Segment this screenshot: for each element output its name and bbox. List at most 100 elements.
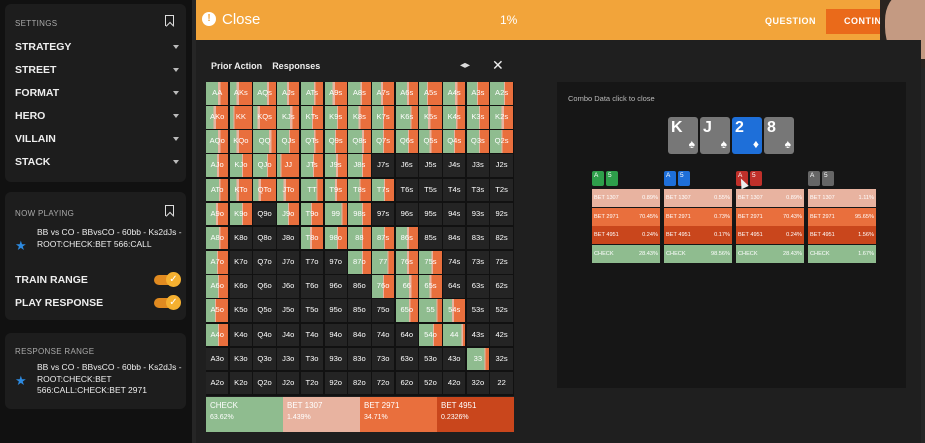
grid-cell-J9o[interactable]: J9o	[277, 202, 300, 226]
grid-cell-AA[interactable]: AA	[206, 82, 229, 105]
grid-cell-Q4o[interactable]: Q4o	[253, 323, 276, 347]
grid-cell-72s[interactable]: 72s	[490, 251, 513, 274]
grid-cell-55[interactable]: 55	[419, 299, 442, 322]
setting-villain[interactable]: VILLAIN	[15, 133, 179, 147]
grid-cell-T4o[interactable]: T4o	[300, 323, 324, 347]
responses-tab[interactable]: Responses	[272, 61, 321, 71]
grid-cell-K2o[interactable]: K2o	[229, 371, 253, 395]
grid-cell-93o[interactable]: 93o	[324, 347, 347, 371]
grid-cell-T2o[interactable]: T2o	[300, 371, 324, 395]
setting-hero[interactable]: HERO	[15, 110, 179, 124]
grid-cell-83s[interactable]: 83s	[466, 226, 490, 250]
grid-cell-63s[interactable]: 63s	[466, 275, 490, 298]
grid-cell-A7s[interactable]: A7s	[371, 82, 395, 105]
grid-cell-52s[interactable]: 52s	[490, 299, 513, 322]
grid-cell-K6s[interactable]: K6s	[395, 106, 418, 129]
grid-cell-K6o[interactable]: K6o	[229, 275, 253, 298]
grid-cell-54s[interactable]: 54s	[443, 299, 466, 322]
grid-cell-A6o[interactable]: A6o	[206, 275, 229, 298]
grid-cell-Q2o[interactable]: Q2o	[253, 371, 276, 395]
grid-cell-85s[interactable]: 85s	[419, 226, 442, 250]
grid-cell-53o[interactable]: 53o	[419, 347, 442, 371]
grid-cell-K4s[interactable]: K4s	[443, 106, 466, 129]
grid-cell-63o[interactable]: 63o	[395, 347, 418, 371]
grid-cell-K3s[interactable]: K3s	[466, 106, 490, 129]
grid-cell-A4o[interactable]: A4o	[206, 323, 229, 347]
grid-cell-AKs[interactable]: AKs	[229, 82, 253, 105]
grid-cell-Q5o[interactable]: Q5o	[253, 299, 276, 322]
grid-cell-97s[interactable]: 97s	[371, 202, 395, 226]
setting-strategy[interactable]: STRATEGY	[15, 41, 179, 55]
grid-cell-JTo[interactable]: JTo	[277, 178, 300, 202]
grid-cell-74s[interactable]: 74s	[443, 251, 466, 274]
prior-action-tab[interactable]: Prior Action	[211, 61, 263, 71]
grid-cell-62o[interactable]: 62o	[395, 371, 418, 395]
grid-cell-QQ[interactable]: QQ	[253, 130, 276, 153]
grid-cell-Q5s[interactable]: Q5s	[419, 130, 442, 153]
grid-cell-K8s[interactable]: K8s	[348, 106, 371, 129]
play-response-toggle[interactable]: ✓	[154, 295, 181, 310]
grid-cell-32s[interactable]: 32s	[490, 347, 513, 371]
grid-cell-TT[interactable]: TT	[300, 178, 324, 202]
grid-cell-A7o[interactable]: A7o	[206, 251, 229, 274]
grid-cell-J8o[interactable]: J8o	[277, 226, 300, 250]
grid-cell-Q3o[interactable]: Q3o	[253, 347, 276, 371]
grid-cell-K7o[interactable]: K7o	[229, 251, 253, 274]
grid-cell-54o[interactable]: 54o	[419, 323, 442, 347]
grid-cell-86o[interactable]: 86o	[348, 275, 371, 298]
grid-cell-K5s[interactable]: K5s	[419, 106, 442, 129]
grid-cell-64o[interactable]: 64o	[395, 323, 418, 347]
grid-cell-99[interactable]: 99	[324, 202, 347, 226]
grid-cell-T6s[interactable]: T6s	[395, 178, 418, 202]
grid-cell-A3s[interactable]: A3s	[466, 82, 490, 105]
grid-cell-84o[interactable]: 84o	[348, 323, 371, 347]
grid-cell-Q9s[interactable]: Q9s	[324, 130, 347, 153]
grid-cell-AQs[interactable]: AQs	[253, 82, 276, 105]
grid-cell-KJs[interactable]: KJs	[277, 106, 300, 129]
grid-cell-A9s[interactable]: A9s	[324, 82, 347, 105]
grid-cell-J2o[interactable]: J2o	[277, 371, 300, 395]
grid-cell-AJs[interactable]: AJs	[277, 82, 300, 105]
grid-cell-KJo[interactable]: KJo	[229, 154, 253, 178]
grid-cell-94s[interactable]: 94s	[443, 202, 466, 226]
grid-cell-64s[interactable]: 64s	[443, 275, 466, 298]
grid-cell-QJo[interactable]: QJo	[253, 154, 276, 178]
grid-cell-QTs[interactable]: QTs	[300, 130, 324, 153]
grid-cell-J5s[interactable]: J5s	[419, 154, 442, 178]
grid-cell-J5o[interactable]: J5o	[277, 299, 300, 322]
close-button[interactable]: Close	[222, 11, 261, 28]
grid-cell-QTo[interactable]: QTo	[253, 178, 276, 202]
grid-cell-87s[interactable]: 87s	[371, 226, 395, 250]
grid-cell-Q6s[interactable]: Q6s	[395, 130, 418, 153]
grid-cell-A3o[interactable]: A3o	[206, 347, 229, 371]
grid-cell-J6o[interactable]: J6o	[277, 275, 300, 298]
setting-format[interactable]: FORMAT	[15, 87, 179, 101]
grid-cell-T9o[interactable]: T9o	[300, 202, 324, 226]
grid-cell-33[interactable]: 33	[466, 347, 490, 371]
grid-cell-75o[interactable]: 75o	[371, 299, 395, 322]
grid-cell-K8o[interactable]: K8o	[229, 226, 253, 250]
grid-cell-J3s[interactable]: J3s	[466, 154, 490, 178]
grid-cell-J4s[interactable]: J4s	[443, 154, 466, 178]
grid-cell-52o[interactable]: 52o	[419, 371, 442, 395]
grid-cell-44[interactable]: 44	[443, 323, 466, 347]
grid-cell-QJs[interactable]: QJs	[277, 130, 300, 153]
grid-cell-T6o[interactable]: T6o	[300, 275, 324, 298]
grid-cell-95s[interactable]: 95s	[419, 202, 442, 226]
grid-cell-Q4s[interactable]: Q4s	[443, 130, 466, 153]
grid-cell-75s[interactable]: 75s	[419, 251, 442, 274]
grid-cell-95o[interactable]: 95o	[324, 299, 347, 322]
grid-cell-32o[interactable]: 32o	[466, 371, 490, 395]
grid-cell-AQo[interactable]: AQo	[206, 130, 229, 153]
grid-cell-JJ[interactable]: JJ	[277, 154, 300, 178]
grid-cell-Q7s[interactable]: Q7s	[371, 130, 395, 153]
grid-cell-84s[interactable]: 84s	[443, 226, 466, 250]
grid-cell-A5o[interactable]: A5o	[206, 299, 229, 322]
grid-cell-76o[interactable]: 76o	[371, 275, 395, 298]
grid-cell-53s[interactable]: 53s	[466, 299, 490, 322]
combo-data-panel[interactable]: Combo Data click to close K ♠ J ♠ 2 ♦ 8 ♠ A 5 BET …	[557, 82, 906, 388]
bookmark-icon[interactable]	[165, 15, 174, 26]
grid-cell-K5o[interactable]: K5o	[229, 299, 253, 322]
grid-cell-65s[interactable]: 65s	[419, 275, 442, 298]
grid-cell-T8o[interactable]: T8o	[300, 226, 324, 250]
